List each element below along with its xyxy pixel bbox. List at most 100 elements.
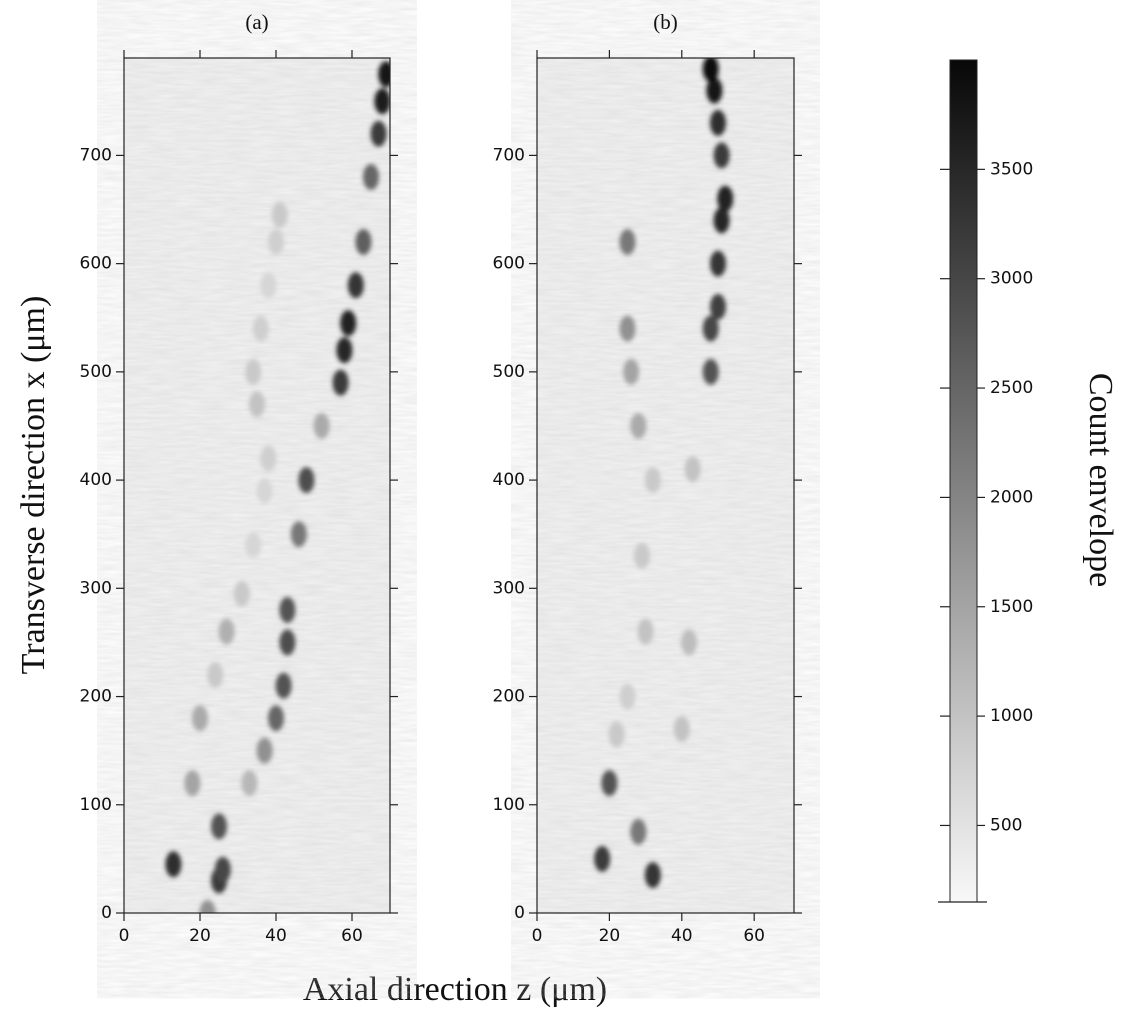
intensity-blob [233,580,250,607]
x-tick-label: 20 [189,926,211,946]
intensity-blob [673,716,690,743]
intensity-blob [684,456,701,483]
intensity-blob [374,88,390,115]
intensity-blob [249,391,265,418]
y-tick-label: 200 [493,687,525,707]
intensity-blob [713,207,730,234]
y-tick-label: 400 [80,470,112,490]
intensity-blob [192,705,208,732]
plot-frame [123,57,391,914]
intensity-blob [332,369,349,396]
intensity-blob [199,900,216,913]
intensity-blob [709,250,726,277]
intensity-blob [633,542,650,569]
intensity-blob [271,201,288,228]
intensity-blob [355,228,372,255]
intensity-blob [313,412,330,439]
y-tick-label: 200 [80,687,112,707]
x-tick-label: 0 [119,926,130,946]
intensity-blob [245,532,262,559]
colorbar-tick-label: 500 [990,815,1022,835]
intensity-blob [363,164,379,191]
x-tick-label: 40 [265,926,287,946]
heatmap-cells [594,58,734,889]
y-tick-label: 300 [80,578,112,598]
colorbar-label: Count envelope [1082,373,1119,587]
intensity-blob [260,445,277,472]
intensity-blob [608,721,625,748]
intensity-blob [252,315,269,342]
colorbar-tick-label: 2500 [990,378,1033,398]
intensity-blob [184,770,201,797]
intensity-blob [702,358,719,385]
x-tick-label: 20 [599,926,621,946]
y-tick-label: 100 [493,795,525,815]
colorbar-tick-label: 1500 [990,597,1033,617]
intensity-blob [702,315,719,342]
intensity-blob [347,272,364,299]
intensity-blob [218,618,235,645]
intensity-blob [594,845,611,872]
intensity-blob [709,293,726,320]
y-tick-label: 600 [493,254,525,274]
intensity-blob [279,629,296,656]
colorbar-tick-label: 3000 [990,269,1033,289]
x-tick-label: 60 [341,926,363,946]
intensity-blob [298,467,315,494]
y-tick-label: 500 [493,362,525,382]
intensity-blob [706,77,723,104]
colorbar-tick-label: 3500 [990,159,1033,179]
intensity-blob [211,813,227,840]
intensity-blob [279,596,296,623]
x-axis-label: Axial direction z (μm) [303,971,607,1008]
x-tick-label: 40 [671,926,693,946]
intensity-blob [630,412,647,439]
intensity-blob [623,358,640,385]
y-axis-label: Transverse direction x (μm) [15,296,52,675]
intensity-blob [630,818,647,845]
intensity-blob [336,337,353,364]
intensity-blob [717,185,734,212]
y-tick-label: 0 [101,903,112,923]
intensity-blob [619,683,636,710]
y-tick-label: 300 [493,578,525,598]
intensity-blob [241,770,258,797]
intensity-blob [709,109,726,136]
intensity-blob [619,315,636,342]
intensity-blob [245,358,262,385]
intensity-blob [256,737,273,764]
intensity-blob [268,705,284,732]
colorbar-tick-label: 1000 [990,706,1033,726]
x-tick-label: 0 [532,926,543,946]
heatmap-cells [165,61,390,913]
panel-title: (a) [245,10,268,34]
intensity-blob [165,851,182,878]
y-tick-label: 700 [493,145,525,165]
intensity-blob [378,61,390,88]
y-tick-label: 500 [80,362,112,382]
intensity-blob [601,770,618,797]
y-tick-label: 100 [80,795,112,815]
y-tick-label: 700 [80,145,112,165]
intensity-blob [713,142,730,169]
y-tick-label: 600 [80,254,112,274]
background-noise [537,58,794,913]
colorbar [949,59,978,903]
intensity-blob [256,477,273,504]
panel-title: (b) [653,10,678,34]
x-tick-label: 60 [743,926,765,946]
intensity-blob [681,629,698,656]
intensity-blob [207,661,224,688]
intensity-blob [214,856,231,883]
intensity-blob [268,228,284,255]
intensity-blob [644,862,661,889]
intensity-blob [290,521,307,548]
intensity-blob [340,310,357,337]
intensity-blob [619,228,636,255]
plot-frame [536,57,795,914]
intensity-blob [644,467,661,494]
background-noise [124,58,390,913]
intensity-blob [702,58,719,82]
y-tick-label: 0 [514,903,525,923]
